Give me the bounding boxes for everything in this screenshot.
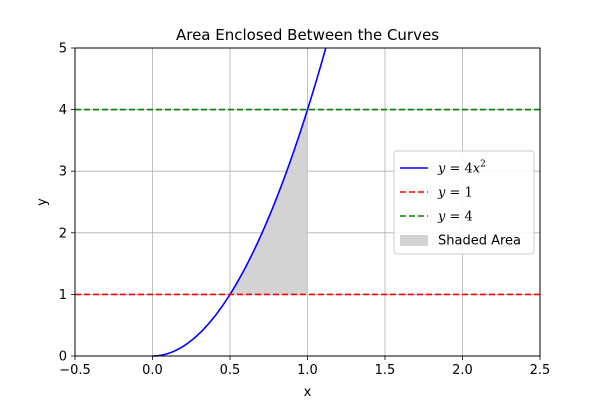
- x-axis-label: x: [304, 385, 312, 400]
- y-tick-label-0: 0: [59, 350, 67, 365]
- legend-label-1: y = 1: [437, 186, 473, 201]
- y-tick-label-2: 2: [59, 226, 67, 241]
- series-curve-0: [152, 47, 327, 357]
- x-tick-label-6: 2.5: [530, 363, 551, 378]
- ticks-layer: −0.5 0.0 0.5 1.0 1.5 2.0 2.5 0 1 2 3 4 5: [59, 42, 551, 379]
- x-tick-label-4: 1.5: [375, 363, 396, 378]
- x-tick-label-1: 0.0: [142, 363, 163, 378]
- shaded-area-layer: [230, 109, 308, 295]
- legend-box: [393, 150, 535, 255]
- y-axis-label: y: [35, 198, 50, 206]
- legend: y = 4x2 y = 1 y = 4 Shaded Area: [393, 150, 535, 255]
- x-tick-label-0: −0.5: [59, 363, 91, 378]
- y-tick-label-4: 4: [59, 103, 67, 118]
- y-tick-label-5: 5: [59, 42, 67, 57]
- shaded-area: [230, 109, 308, 295]
- y-tick-label-3: 3: [59, 165, 67, 180]
- y-tick-label-1: 1: [59, 288, 67, 303]
- chart-title: Area Enclosed Between the Curves: [176, 26, 439, 44]
- legend-label-3: Shaded Area: [438, 234, 521, 249]
- x-tick-label-5: 2.0: [452, 363, 473, 378]
- series-layer: [75, 47, 540, 357]
- legend-label-0: y = 4x2: [437, 160, 486, 177]
- x-tick-label-3: 1.0: [297, 363, 318, 378]
- x-tick-label-2: 0.5: [220, 363, 241, 378]
- legend-swatch-3: [400, 235, 428, 246]
- legend-label-2: y = 4: [437, 210, 473, 225]
